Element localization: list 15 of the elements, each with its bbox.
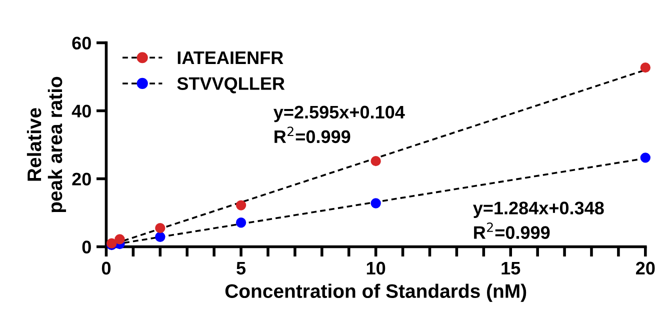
x-tick-label: 20 (636, 262, 655, 275)
y-tick-label: 60 (72, 36, 91, 50)
x-axis-title: Concentration of Standards (nM) (225, 284, 526, 302)
y-axis-title: Relative peak area ratio (26, 76, 66, 212)
legend-label: STVVQLLER (177, 77, 285, 94)
legend-label: IATEAIENFR (178, 52, 284, 64)
x-tick-label: 5 (236, 262, 246, 275)
y-tick-label: 20 (72, 172, 91, 186)
y-tick-label: 40 (72, 104, 91, 118)
annotation: y=1.284x+0.348 R$^{2}$=0.999 (473, 202, 604, 239)
x-tick-label: 10 (366, 262, 386, 275)
x-tick-label: 0 (102, 262, 111, 275)
annotation: y=2.595x+0.104 R$^{2}$=0.999 (274, 106, 405, 144)
x-tick-label: 15 (502, 262, 520, 275)
y-tick-label: 0 (82, 240, 91, 254)
